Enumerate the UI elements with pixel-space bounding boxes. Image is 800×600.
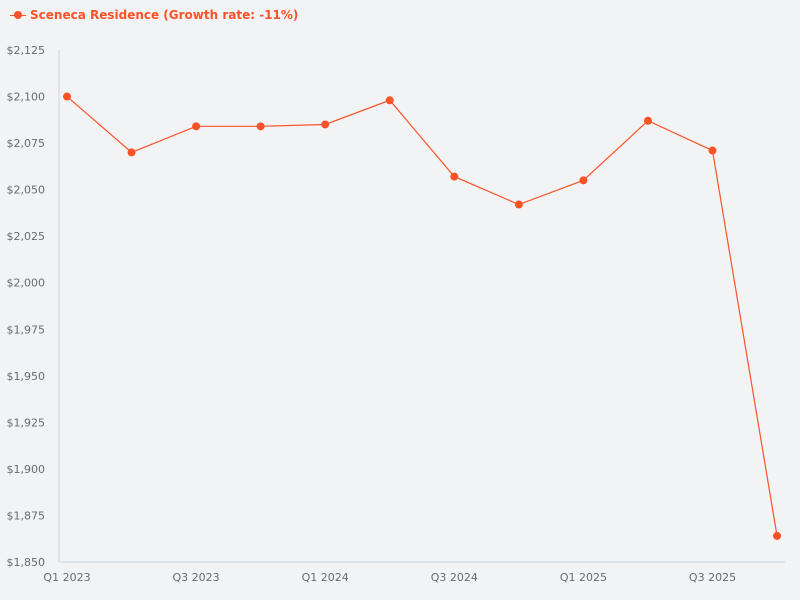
x-tick-label: Q1 2024: [302, 571, 349, 584]
series-line: [66, 96, 778, 537]
data-series: [63, 92, 782, 540]
y-tick-label: $2,050: [7, 184, 46, 197]
y-tick-label: $1,900: [7, 463, 46, 476]
data-point-marker[interactable]: [385, 96, 394, 105]
y-tick-label: $2,125: [7, 44, 46, 57]
legend-line-marker-icon: [10, 10, 26, 20]
data-point-marker[interactable]: [256, 122, 265, 131]
data-point-marker[interactable]: [321, 120, 330, 129]
legend-label: Sceneca Residence (Growth rate: -11%): [30, 8, 299, 22]
data-point-marker[interactable]: [192, 122, 201, 131]
y-tick-label: $1,850: [7, 556, 46, 569]
y-axis: $2,125 $2,100 $2,075 $2,050 $2,025 $2,000 $1,9…: [7, 44, 60, 569]
data-point-marker[interactable]: [514, 200, 523, 209]
y-tick-label: $1,875: [7, 509, 46, 522]
x-tick-label: Q1 2023: [43, 571, 90, 584]
y-tick-label: $1,950: [7, 370, 46, 383]
y-tick-label: $2,025: [7, 230, 46, 243]
y-tick-label: $1,925: [7, 416, 46, 429]
chart-legend[interactable]: Sceneca Residence (Growth rate: -11%): [10, 8, 298, 22]
data-point-marker[interactable]: [643, 116, 652, 125]
data-point-marker[interactable]: [708, 146, 717, 155]
data-point-marker[interactable]: [127, 148, 136, 157]
data-point-marker[interactable]: [450, 172, 459, 181]
data-point-marker[interactable]: [63, 92, 71, 101]
y-tick-label: $1,975: [7, 323, 46, 336]
x-tick-label: Q1 2025: [560, 571, 607, 584]
y-tick-label: $2,000: [7, 277, 46, 290]
x-tick-label: Q3 2024: [431, 571, 478, 584]
y-tick-label: $2,100: [7, 91, 46, 104]
y-tick-label: $2,075: [7, 137, 46, 150]
x-axis: Q1 2023 Q3 2023 Q1 2024 Q3 2024 Q1 2025 Q3 20…: [43, 561, 785, 584]
data-point-marker[interactable]: [773, 531, 782, 540]
data-point-marker[interactable]: [579, 176, 588, 185]
x-tick-label: Q3 2025: [689, 571, 736, 584]
x-tick-label: Q3 2023: [173, 571, 220, 584]
